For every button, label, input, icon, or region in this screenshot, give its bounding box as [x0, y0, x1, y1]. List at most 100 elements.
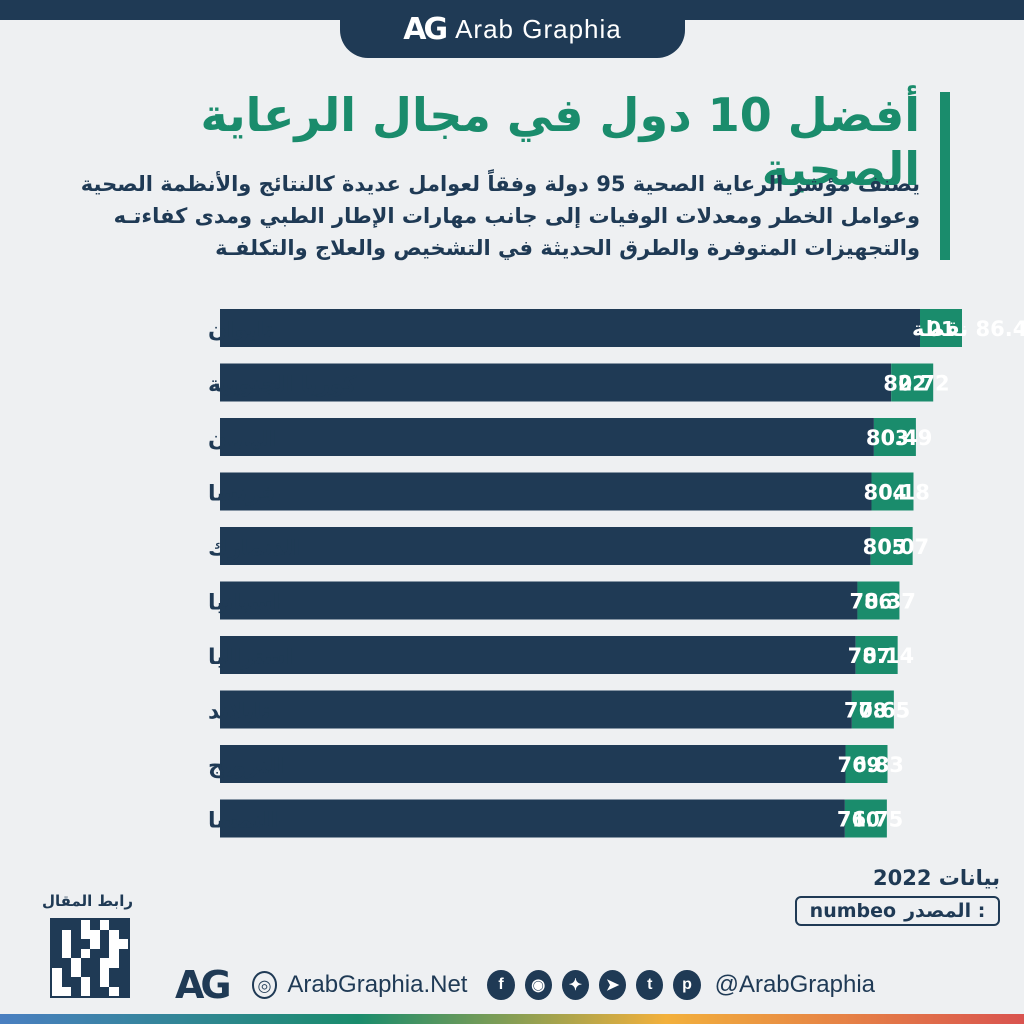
- qr-cell: [100, 958, 110, 968]
- bar-10: [220, 799, 845, 838]
- qr-cell: [118, 986, 128, 996]
- qr-cell: [109, 977, 119, 987]
- rank-label: 03: [881, 426, 909, 450]
- qr-cell: [80, 958, 90, 968]
- qr-cell: [119, 939, 129, 949]
- value-label: 86.43 نقطة: [912, 317, 1024, 341]
- qr-cell: [90, 939, 100, 949]
- value-label: 82.72: [883, 372, 949, 396]
- value-label: 80.18: [863, 481, 929, 505]
- category-label: النرويج: [208, 754, 284, 779]
- qr-cell: [90, 920, 100, 930]
- qr-cell: [109, 958, 119, 968]
- qr-cell: [118, 920, 128, 930]
- bar-05: [220, 527, 871, 565]
- qr-cell: [118, 929, 128, 939]
- qr-cell: [109, 987, 119, 997]
- source-label: المصدر :: [904, 900, 986, 922]
- rank-badge: [870, 527, 913, 565]
- qr-cell: [118, 977, 128, 987]
- qr-cell: [118, 948, 128, 958]
- qr-cell: [52, 948, 62, 958]
- bar-02: [220, 363, 892, 402]
- page-title: أفضل 10 دول في مجال الرعاية الصحية: [200, 88, 920, 196]
- qr-cell: [109, 939, 119, 949]
- qr-cell: [52, 968, 62, 978]
- qr-cell: [61, 967, 71, 977]
- qr-cell: [61, 977, 71, 987]
- globe-icon: ◎: [251, 971, 278, 999]
- qr-cell: [71, 958, 81, 968]
- qr-cell: [52, 920, 62, 930]
- title-accent-bar: [940, 92, 950, 260]
- qr-cell: [71, 968, 81, 978]
- rank-label: 09: [853, 753, 881, 777]
- data-year: بيانات 2022: [873, 866, 1000, 890]
- pinterest-icon[interactable]: p: [673, 970, 701, 1000]
- qr-cell: [62, 939, 72, 949]
- category-label: كوريا الجنوبية: [208, 373, 357, 398]
- qr-cell: [71, 948, 81, 958]
- rank-label: 02: [898, 372, 926, 396]
- qr-cell: [118, 967, 128, 977]
- twitter-icon[interactable]: ✦: [561, 970, 590, 1000]
- value-label: 80.49: [866, 426, 932, 450]
- qr-cell: [62, 930, 72, 940]
- qr-cell: [52, 987, 62, 997]
- rank-badge: [873, 418, 916, 456]
- category-label: فرنسا: [208, 482, 275, 507]
- tumblr-icon[interactable]: t: [636, 970, 664, 1000]
- qr-cell: [109, 949, 119, 959]
- value-label: 77.65: [844, 699, 910, 723]
- logo-mark: AG: [403, 11, 448, 47]
- article-link-label: رابط المقال: [42, 892, 133, 910]
- qr-cell: [81, 949, 91, 959]
- value-label: 80.07: [863, 535, 929, 559]
- telegram-icon[interactable]: ➤: [599, 970, 627, 1000]
- website-link[interactable]: ArabGraphia.Net: [287, 971, 468, 998]
- category-label: الدنمارك: [208, 536, 301, 561]
- qr-cell: [81, 920, 91, 930]
- category-label: اليابان: [208, 427, 276, 452]
- qr-cell: [71, 986, 81, 996]
- qr-cell: [99, 948, 109, 958]
- rank-label: 06: [865, 590, 893, 614]
- facebook-icon[interactable]: f: [487, 970, 515, 1000]
- qr-cell: [62, 987, 72, 997]
- rank-badge: [855, 636, 898, 674]
- qr-cell: [71, 977, 81, 987]
- page-subtitle: يصنف مؤشر الرعاية الصحية 95 دولة وفقاً ل…: [80, 172, 920, 260]
- rank-label: 07: [863, 644, 891, 668]
- source-value: numbeo: [809, 900, 897, 922]
- category-label: النمسا: [208, 809, 278, 834]
- qr-cell: [99, 929, 109, 939]
- bar-03: [220, 418, 874, 456]
- qr-cell: [99, 939, 109, 949]
- qr-cell: [71, 939, 81, 949]
- footer-bar: AG ◎ ArabGraphia.Net f ◉ ✦ ➤ t p @ArabGr…: [175, 962, 875, 1008]
- qr-cell: [99, 986, 109, 996]
- rank-badge: [920, 309, 962, 347]
- qr-cell: [109, 920, 119, 930]
- qr-cell: [61, 958, 71, 968]
- qr-cell: [81, 987, 91, 997]
- rank-badge: [851, 690, 894, 729]
- bar-06: [220, 581, 858, 620]
- rank-badge: [871, 472, 914, 511]
- qr-cell: [90, 986, 100, 996]
- bar-07: [220, 636, 856, 674]
- logo-text: Arab Graphia: [455, 13, 622, 44]
- qr-cell: [81, 930, 91, 940]
- category-label: تايوان: [208, 318, 273, 343]
- qr-cell: [90, 930, 100, 940]
- instagram-icon[interactable]: ◉: [524, 970, 552, 1000]
- bar-08: [220, 690, 852, 729]
- footer-logo: AG: [175, 963, 232, 1007]
- qr-code[interactable]: [50, 918, 130, 998]
- social-handle[interactable]: @ArabGraphia: [714, 971, 876, 998]
- value-label: 76.75: [837, 808, 903, 832]
- bottom-color-strip: [0, 1014, 1024, 1024]
- qr-cell: [100, 920, 110, 930]
- qr-cell: [52, 958, 62, 968]
